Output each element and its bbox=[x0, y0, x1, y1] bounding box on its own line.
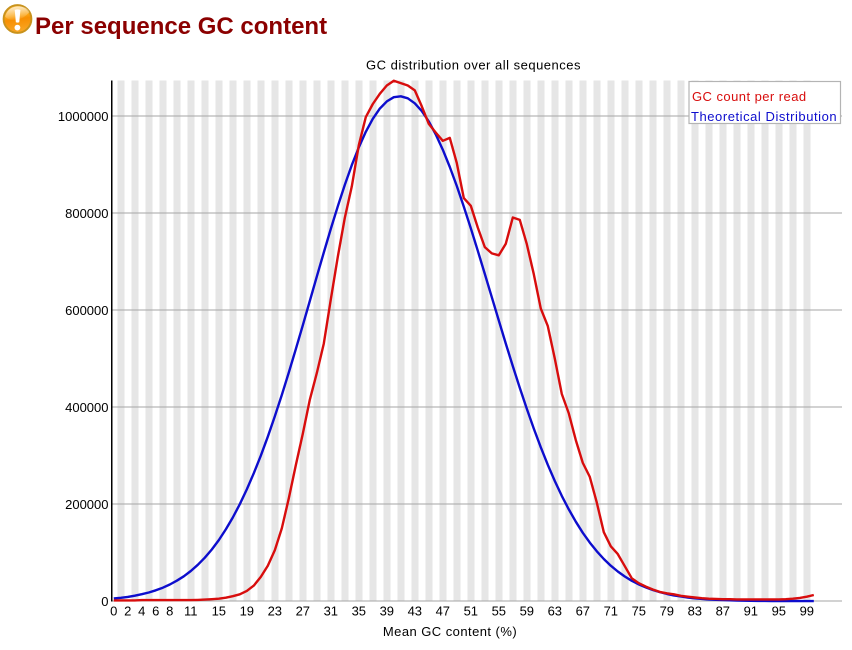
svg-text:99: 99 bbox=[800, 604, 814, 619]
svg-text:2: 2 bbox=[124, 604, 131, 619]
svg-text:51: 51 bbox=[464, 604, 478, 619]
svg-text:800000: 800000 bbox=[65, 206, 108, 221]
svg-text:1000000: 1000000 bbox=[58, 109, 109, 124]
svg-text:19: 19 bbox=[240, 604, 254, 619]
svg-text:400000: 400000 bbox=[65, 400, 108, 415]
svg-text:79: 79 bbox=[660, 604, 674, 619]
svg-text:43: 43 bbox=[408, 604, 422, 619]
svg-text:27: 27 bbox=[296, 604, 310, 619]
svg-text:47: 47 bbox=[436, 604, 450, 619]
svg-text:35: 35 bbox=[352, 604, 366, 619]
svg-text:Theoretical Distribution: Theoretical Distribution bbox=[691, 109, 837, 124]
svg-text:59: 59 bbox=[520, 604, 534, 619]
svg-text:GC distribution over all seque: GC distribution over all sequences bbox=[366, 58, 581, 73]
svg-text:8: 8 bbox=[166, 604, 173, 619]
svg-text:55: 55 bbox=[492, 604, 506, 619]
svg-text:31: 31 bbox=[324, 604, 338, 619]
svg-text:71: 71 bbox=[604, 604, 618, 619]
svg-text:23: 23 bbox=[268, 604, 282, 619]
svg-text:87: 87 bbox=[716, 604, 730, 619]
svg-text:83: 83 bbox=[688, 604, 702, 619]
svg-text:600000: 600000 bbox=[65, 303, 108, 318]
svg-text:39: 39 bbox=[380, 604, 394, 619]
svg-text:6: 6 bbox=[152, 604, 159, 619]
svg-text:91: 91 bbox=[744, 604, 758, 619]
svg-text:200000: 200000 bbox=[65, 497, 108, 512]
svg-text:Mean GC content (%): Mean GC content (%) bbox=[383, 624, 517, 639]
svg-text:15: 15 bbox=[212, 604, 226, 619]
svg-text:GC count per read: GC count per read bbox=[692, 89, 807, 104]
svg-text:0: 0 bbox=[110, 604, 117, 619]
svg-text:11: 11 bbox=[184, 604, 198, 619]
svg-text:67: 67 bbox=[576, 604, 590, 619]
svg-text:4: 4 bbox=[138, 604, 145, 619]
svg-text:63: 63 bbox=[548, 604, 562, 619]
svg-text:0: 0 bbox=[101, 594, 108, 609]
svg-text:75: 75 bbox=[632, 604, 646, 619]
svg-text:95: 95 bbox=[772, 604, 786, 619]
